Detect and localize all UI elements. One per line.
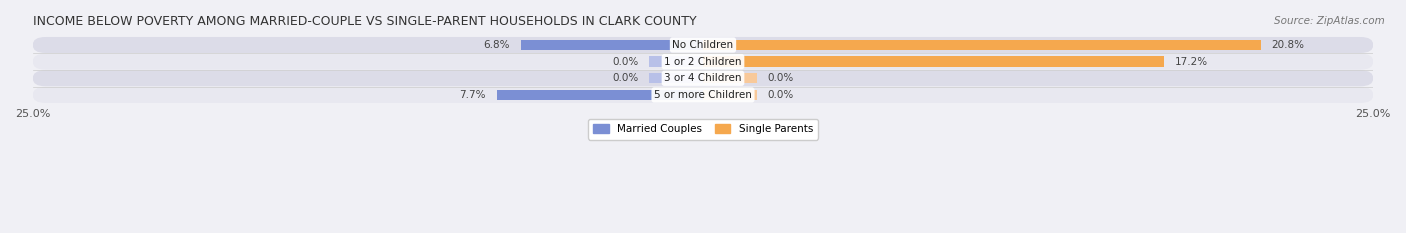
Text: INCOME BELOW POVERTY AMONG MARRIED-COUPLE VS SINGLE-PARENT HOUSEHOLDS IN CLARK C: INCOME BELOW POVERTY AMONG MARRIED-COUPL… — [32, 15, 696, 28]
Text: 5 or more Children: 5 or more Children — [654, 90, 752, 100]
Bar — [496, 90, 703, 100]
Text: 7.7%: 7.7% — [460, 90, 486, 100]
FancyBboxPatch shape — [32, 70, 1374, 86]
Text: 0.0%: 0.0% — [768, 73, 793, 83]
Bar — [650, 56, 703, 67]
Bar — [703, 56, 1164, 67]
Text: 17.2%: 17.2% — [1175, 57, 1208, 67]
Text: 0.0%: 0.0% — [613, 73, 638, 83]
Text: 0.0%: 0.0% — [613, 57, 638, 67]
Legend: Married Couples, Single Parents: Married Couples, Single Parents — [588, 119, 818, 140]
Bar — [650, 73, 703, 83]
FancyBboxPatch shape — [32, 54, 1374, 70]
Text: 3 or 4 Children: 3 or 4 Children — [664, 73, 742, 83]
FancyBboxPatch shape — [32, 87, 1374, 103]
Text: 0.0%: 0.0% — [768, 90, 793, 100]
Bar — [703, 40, 1261, 50]
Text: 1 or 2 Children: 1 or 2 Children — [664, 57, 742, 67]
Bar — [520, 40, 703, 50]
Bar — [703, 73, 756, 83]
Text: Source: ZipAtlas.com: Source: ZipAtlas.com — [1274, 16, 1385, 26]
Text: No Children: No Children — [672, 40, 734, 50]
Bar — [703, 90, 756, 100]
Text: 20.8%: 20.8% — [1271, 40, 1305, 50]
Text: 6.8%: 6.8% — [484, 40, 510, 50]
FancyBboxPatch shape — [32, 37, 1374, 53]
